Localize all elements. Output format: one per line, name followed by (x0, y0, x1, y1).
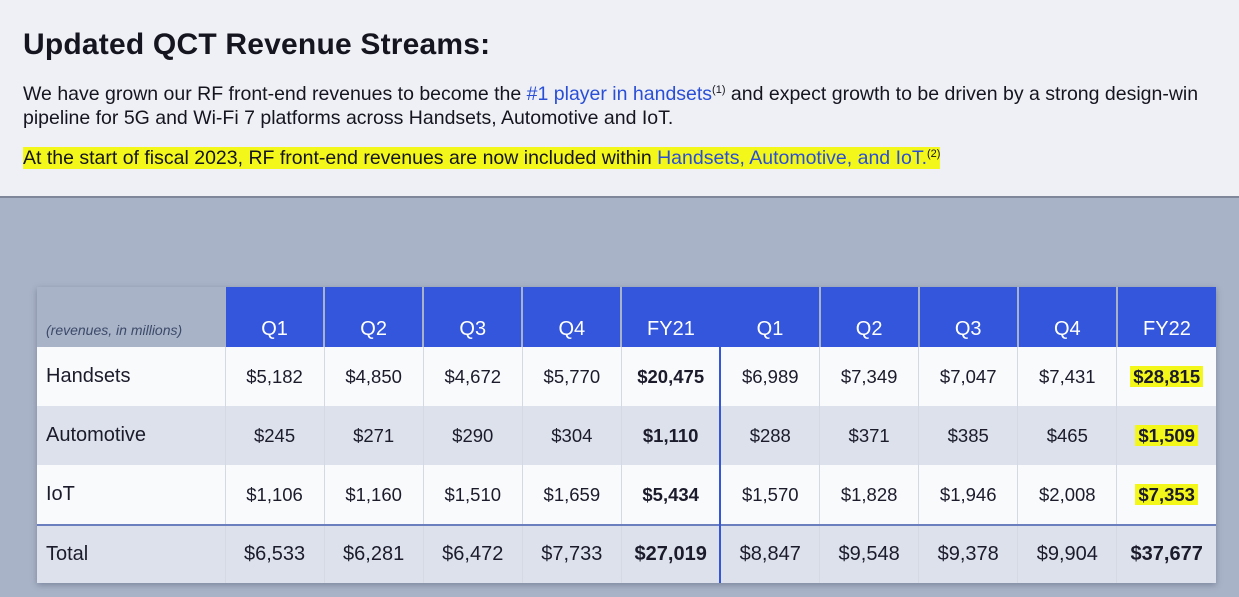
segments-link[interactable]: Handsets, Automotive, and IoT. (657, 147, 927, 169)
table-cell: $7,349 (819, 347, 919, 406)
table-row-handsets: Handsets $5,182 $4,850 $4,672 $5,770 $20… (37, 347, 1216, 406)
table-cell: $1,570 (719, 465, 820, 525)
table-cell: $27,019 (620, 524, 722, 583)
table-cell: $7,733 (521, 524, 622, 583)
footnote-1: (1) (712, 84, 726, 96)
table-cell: $385 (918, 406, 1018, 465)
column-header: FY21 (620, 287, 722, 347)
intro-text-before: We have grown our RF front-end revenues … (23, 83, 527, 105)
table-cell-highlighted: $7,353 (1116, 465, 1216, 525)
table-row-total: Total $6,533 $6,281 $6,472 $7,733 $27,01… (37, 524, 1216, 583)
table-cell: $290 (422, 406, 523, 465)
intro-panel: Updated QCT Revenue Streams: We have gro… (0, 0, 1239, 198)
table-cell: $1,510 (422, 465, 523, 525)
highlight-mark: $28,815 (1130, 365, 1204, 387)
table-cell: $465 (1017, 406, 1117, 465)
column-header: Q2 (323, 287, 424, 347)
column-header: Q4 (521, 287, 622, 347)
page-title: Updated QCT Revenue Streams: (23, 28, 491, 61)
table-cell-highlighted: $28,815 (1116, 347, 1216, 406)
table-row-iot: IoT $1,106 $1,160 $1,510 $1,659 $5,434 $… (37, 465, 1216, 525)
table-cell: $1,110 (620, 406, 722, 465)
column-header: Q3 (422, 287, 523, 347)
row-label: Handsets (37, 347, 225, 406)
table-cell: $6,472 (422, 524, 523, 583)
table-cell: $6,989 (719, 347, 820, 406)
table-cell: $37,677 (1116, 524, 1216, 583)
revenue-table-container: (revenues, in millions) Q1 Q2 Q3 Q4 FY21… (37, 287, 1216, 583)
table-cell: $6,281 (323, 524, 424, 583)
table-row-automotive: Automotive $245 $271 $290 $304 $1,110 $2… (37, 406, 1216, 465)
table-cell: $6,533 (224, 524, 325, 583)
table-cell: $7,047 (918, 347, 1018, 406)
table-cell: $1,106 (224, 465, 325, 525)
row-label: IoT (37, 465, 225, 525)
table-cell: $245 (224, 406, 325, 465)
handsets-link[interactable]: #1 player in handsets (526, 83, 713, 105)
table-cell: $9,904 (1017, 524, 1117, 583)
footnote-2: (2) (927, 148, 941, 160)
table-cell: $371 (819, 406, 919, 465)
table-cell: $4,672 (422, 347, 523, 406)
table-cell: $5,182 (224, 347, 325, 406)
highlighted-note: At the start of fiscal 2023, RF front-en… (23, 147, 941, 169)
table-cell: $304 (521, 406, 622, 465)
table-cell: $5,434 (620, 465, 722, 525)
table-cell: $8,847 (719, 524, 820, 583)
table-cell: $2,008 (1017, 465, 1117, 525)
note-paragraph: At the start of fiscal 2023, RF front-en… (23, 146, 1213, 170)
table-cell: $9,378 (918, 524, 1018, 583)
column-header: Q4 (1016, 287, 1117, 347)
row-label: Total (37, 524, 225, 583)
table-cell: $7,431 (1017, 347, 1117, 406)
table-cell: $9,548 (819, 524, 919, 583)
table-cell: $1,160 (323, 465, 424, 525)
note-text: At the start of fiscal 2023, RF front-en… (23, 147, 658, 169)
column-header: Q3 (917, 287, 1018, 347)
table-cell: $20,475 (620, 347, 722, 406)
column-header: Q1 (223, 287, 325, 347)
column-header: Q2 (818, 287, 919, 347)
intro-text-after: and expect growth to be driven by a stro… (23, 83, 1199, 129)
table-cell: $1,946 (918, 465, 1018, 525)
column-header: Q1 (719, 287, 820, 347)
highlight-mark: $1,509 (1135, 424, 1198, 446)
table-cell: $288 (719, 406, 820, 465)
intro-paragraph: We have grown our RF front-end revenues … (23, 82, 1213, 130)
table-cell: $5,770 (521, 347, 622, 406)
table-cell: $4,850 (323, 347, 424, 406)
unit-note: (revenues, in millions) (37, 287, 225, 347)
row-label: Automotive (37, 406, 225, 465)
table-cell: $1,828 (819, 465, 919, 525)
revenue-table: (revenues, in millions) Q1 Q2 Q3 Q4 FY21… (37, 287, 1216, 583)
highlight-mark: $7,353 (1135, 483, 1198, 505)
table-cell-highlighted: $1,509 (1116, 406, 1216, 465)
table-cell: $1,659 (521, 465, 622, 525)
column-header: FY22 (1115, 287, 1216, 347)
table-cell: $271 (323, 406, 424, 465)
table-header-row: (revenues, in millions) Q1 Q2 Q3 Q4 FY21… (37, 287, 1216, 347)
